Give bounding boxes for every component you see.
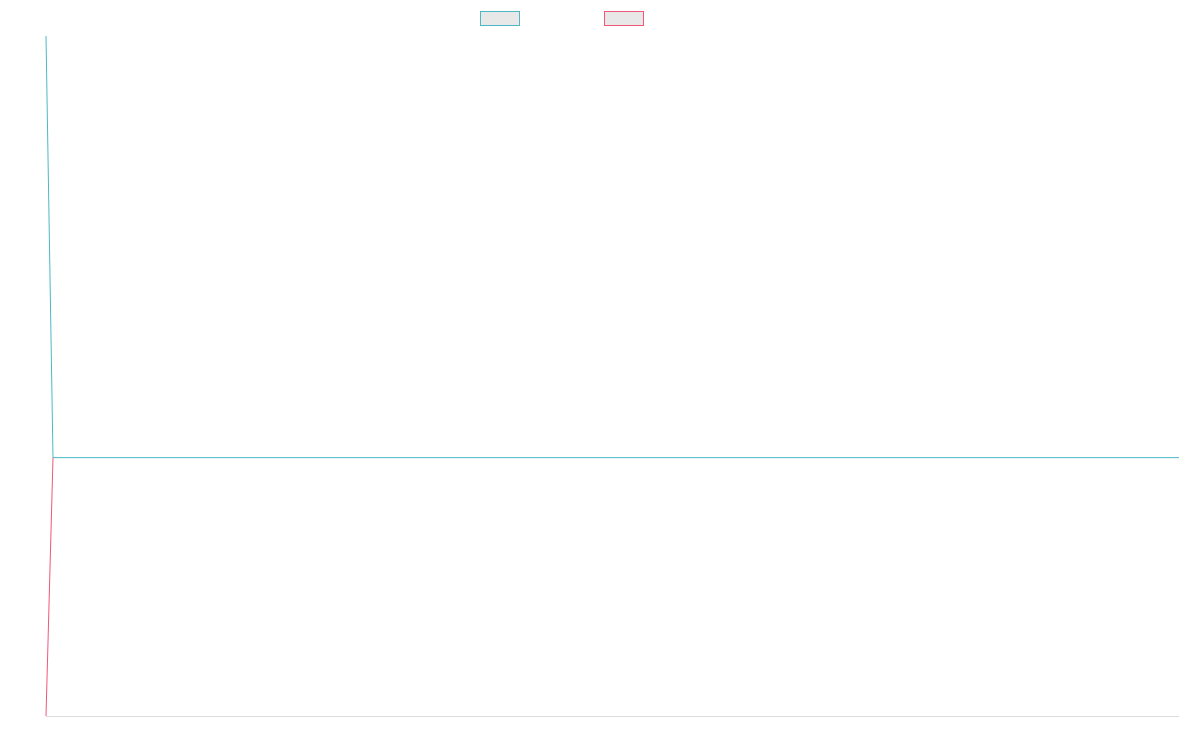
series-line-1 xyxy=(45,35,1179,459)
series-line-2 xyxy=(45,457,54,717)
legend-swatch-series-2 xyxy=(604,10,644,26)
legend-item-series-2[interactable] xyxy=(604,9,650,27)
legend-swatch-series-1 xyxy=(480,10,520,26)
legend-item-series-1[interactable] xyxy=(480,9,526,27)
chart-legend xyxy=(0,9,1200,27)
